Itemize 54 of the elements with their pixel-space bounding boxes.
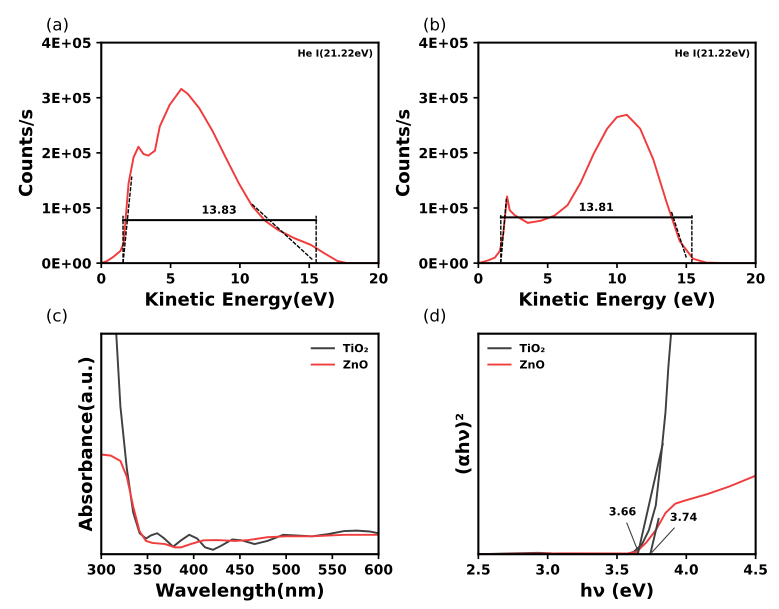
y-tick-label: 3E+05	[419, 92, 468, 104]
y-tick-label: 2E+05	[420, 148, 468, 158]
x-tick-label: 550	[318, 564, 346, 575]
annotation: 13.81	[580, 202, 614, 212]
x-axis-title: Kinetic Energy(eV)	[146, 292, 334, 310]
y-tick-label: 1E+05	[420, 202, 468, 214]
x-tick-label: 15	[678, 273, 696, 284]
chart-title: (c)	[47, 308, 67, 324]
x-tick-label: 600	[364, 564, 392, 575]
x-tick-label: 5	[544, 273, 552, 284]
legend-label: TiO₂	[520, 344, 545, 352]
y-axis-title: Counts/s	[396, 110, 411, 196]
x-tick-label: 0	[474, 273, 483, 284]
legend-label: ZnO	[343, 360, 368, 369]
x-tick-label: 10	[608, 273, 626, 284]
y-axis-title: Absorbance(a.u.)	[78, 358, 94, 532]
y-tick-label: 0E+00	[419, 258, 468, 269]
x-tick-label: 3.0	[536, 564, 560, 575]
x-tick-label: 3.5	[606, 564, 628, 575]
x-tick-label: 15	[301, 273, 318, 284]
x-axis-title: hν (eV)	[581, 582, 653, 600]
chart-title: (d)	[424, 308, 446, 324]
x-tick-label: 5	[166, 273, 174, 284]
y-tick-label: 3E+05	[42, 92, 91, 104]
x-axis-title: Wavelength(nm)	[156, 582, 324, 601]
chart-title: (a)	[47, 18, 68, 33]
x-tick-label: 20	[747, 273, 765, 284]
x-tick-label: 500	[272, 564, 300, 575]
y-tick-label: 0E+00	[42, 258, 91, 269]
y-tick-label: 4E+05	[42, 38, 91, 48]
x-tick-label: 4.0	[674, 564, 698, 575]
x-tick-label: 4.5	[744, 564, 767, 575]
y-axis-title: (αhν)²	[455, 414, 472, 474]
annotation: 3.74	[670, 512, 697, 522]
y-tick-label: 4E+05	[419, 38, 468, 48]
annotation: 13.83	[202, 205, 236, 214]
x-tick-label: 10	[232, 273, 249, 284]
x-tick-label: 2.5	[467, 564, 490, 575]
annotation: He I(21.22eV)	[298, 49, 372, 58]
chart-title: (b)	[424, 18, 446, 33]
x-axis-title: Kinetic Energy (eV)	[520, 292, 714, 310]
y-tick-label: 2E+05	[42, 148, 91, 158]
legend-label: ZnO	[520, 360, 544, 369]
x-tick-label: 400	[180, 564, 208, 575]
x-tick-label: 0	[97, 273, 106, 284]
y-tick-label: 1E+05	[42, 202, 91, 214]
annotation: 3.66	[610, 507, 636, 516]
y-axis-title: Counts/s	[18, 110, 34, 196]
x-tick-label: 300	[88, 564, 116, 575]
x-tick-label: 350	[134, 564, 162, 575]
x-tick-label: 20	[370, 273, 388, 284]
x-tick-label: 450	[226, 564, 254, 575]
annotation: He I(21.22eV)	[675, 49, 750, 58]
legend-label: TiO₂	[342, 344, 368, 352]
